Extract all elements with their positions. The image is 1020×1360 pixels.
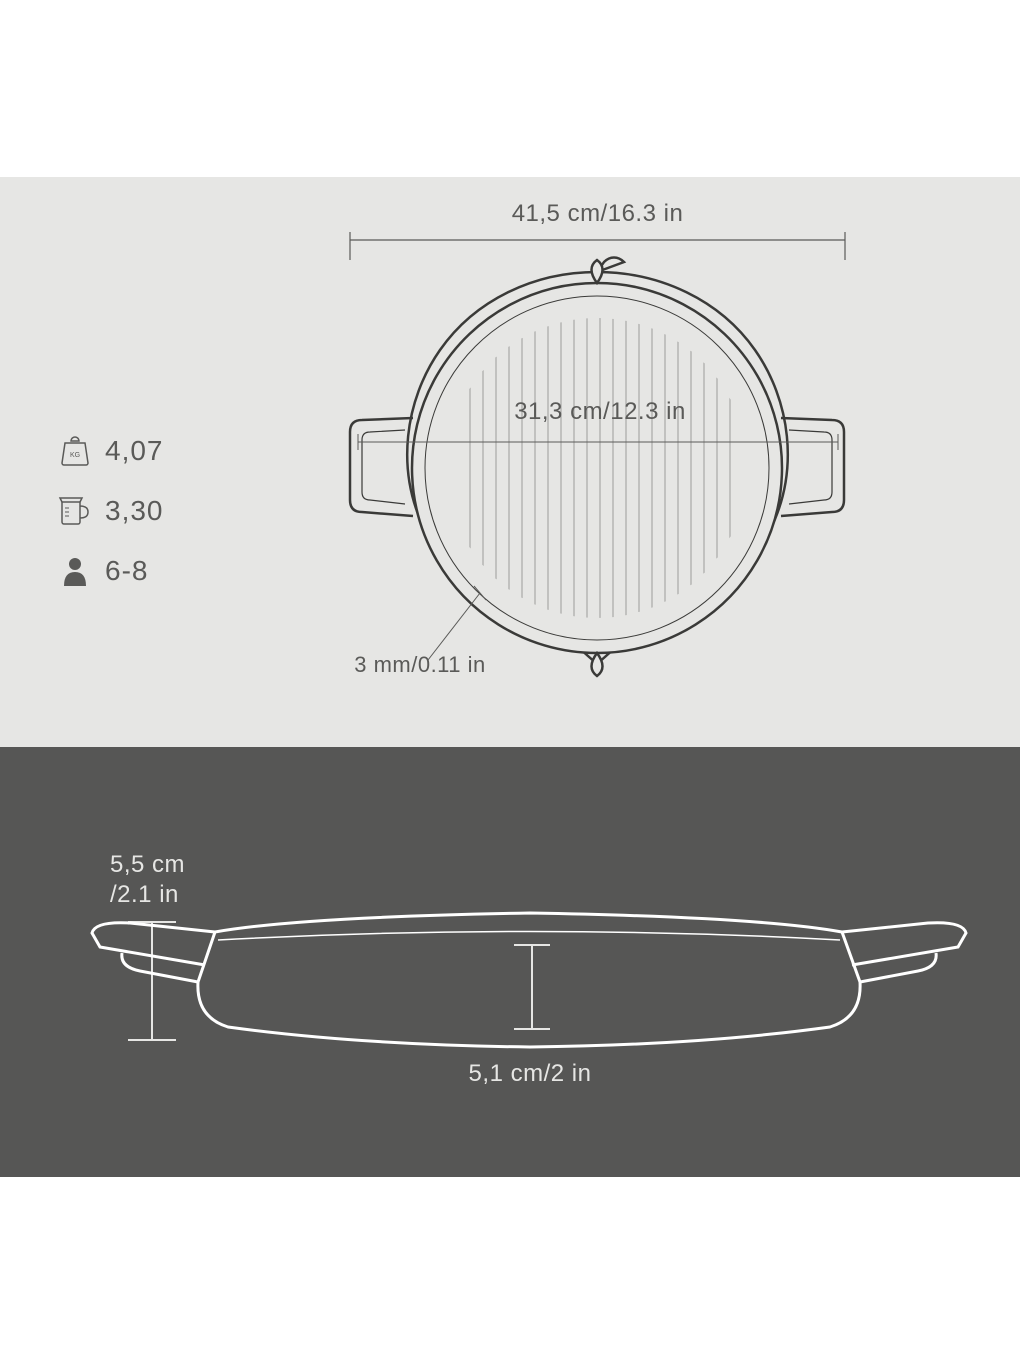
inner-width-label: 31,3 cm/12.3 in xyxy=(430,398,770,426)
pan-side-outline xyxy=(92,913,966,1047)
outer-height-label-line1: 5,5 cm xyxy=(110,851,185,878)
handle-right xyxy=(781,418,844,516)
side-view-diagram xyxy=(0,747,1020,1177)
thickness-callout-line xyxy=(428,593,480,660)
inner-depth-label: 5,1 cm/2 in xyxy=(380,1060,680,1088)
outer-height-bracket xyxy=(128,922,176,1040)
outer-width-bracket xyxy=(350,232,845,260)
inner-depth-bracket xyxy=(514,945,550,1029)
handle-left xyxy=(350,418,413,516)
outer-height-label-line2: /2.1 in xyxy=(110,881,179,908)
top-view-diagram xyxy=(0,0,1020,760)
outer-height-label: 5,5 cm /2.1 in xyxy=(110,850,240,910)
outer-width-label: 41,5 cm/16.3 in xyxy=(350,200,845,228)
thickness-label: 3 mm/0.11 in xyxy=(320,652,520,678)
